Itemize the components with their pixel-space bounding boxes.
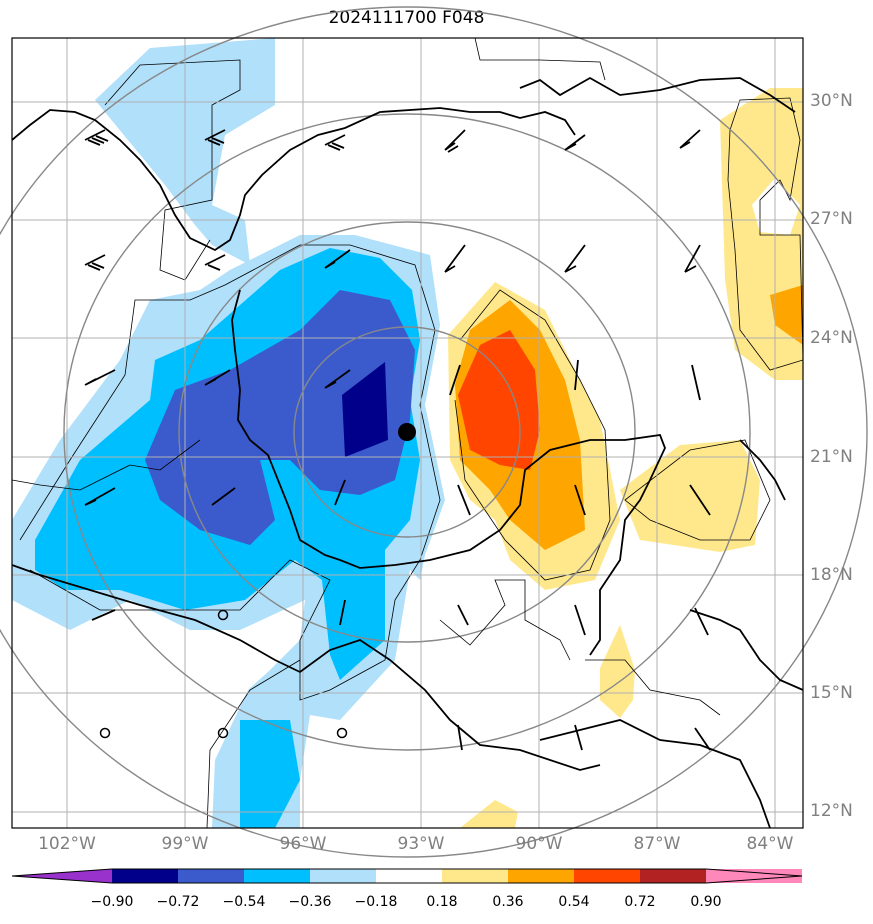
wind-barbs: [84, 129, 711, 751]
lat-label-21n: 21°N: [810, 447, 853, 467]
colorbar-label: −0.90: [90, 894, 134, 910]
lon-label-96w: 96°W: [279, 834, 327, 854]
lat-label-15n: 15°N: [810, 683, 853, 703]
graticule: [12, 38, 803, 828]
colorbar-label: −0.72: [156, 894, 200, 910]
lon-label-90w: 90°W: [515, 834, 563, 854]
colorbar: [11, 868, 803, 884]
contour-lines: [19, 59, 804, 829]
lon-label-102w: 102°W: [38, 834, 96, 854]
range-rings: [0, 6, 868, 858]
colorbar-label: 0.18: [426, 894, 458, 910]
coastlines: [11, 76, 804, 829]
map-frame: [11, 37, 804, 829]
storm-center-marker: [398, 423, 416, 441]
colorbar-label: −0.18: [354, 894, 398, 910]
negative-anomaly-fill: [12, 38, 445, 828]
lon-label-84w: 84°W: [746, 834, 794, 854]
lon-label-93w: 93°W: [397, 834, 445, 854]
lat-label-12n: 12°N: [810, 801, 853, 821]
colorbar-label: 0.54: [558, 894, 590, 910]
colorbar-label: 0.72: [624, 894, 656, 910]
colorbar-label: 0.90: [690, 894, 722, 910]
lat-label-24n: 24°N: [810, 328, 853, 348]
colorbar-label: −0.36: [288, 894, 332, 910]
lat-label-27n: 27°N: [810, 209, 853, 229]
lon-label-99w: 99°W: [161, 834, 209, 854]
calm-circles: [99, 609, 348, 739]
political-borders: [11, 37, 721, 716]
lat-label-18n: 18°N: [810, 565, 853, 585]
positive-anomaly-fill: [448, 88, 803, 828]
colorbar-label: −0.54: [222, 894, 266, 910]
colorbar-label: 0.36: [492, 894, 524, 910]
lon-label-87w: 87°W: [633, 834, 681, 854]
map-title: 2024111700 F048: [328, 8, 485, 28]
lat-label-30n: 30°N: [810, 91, 853, 111]
